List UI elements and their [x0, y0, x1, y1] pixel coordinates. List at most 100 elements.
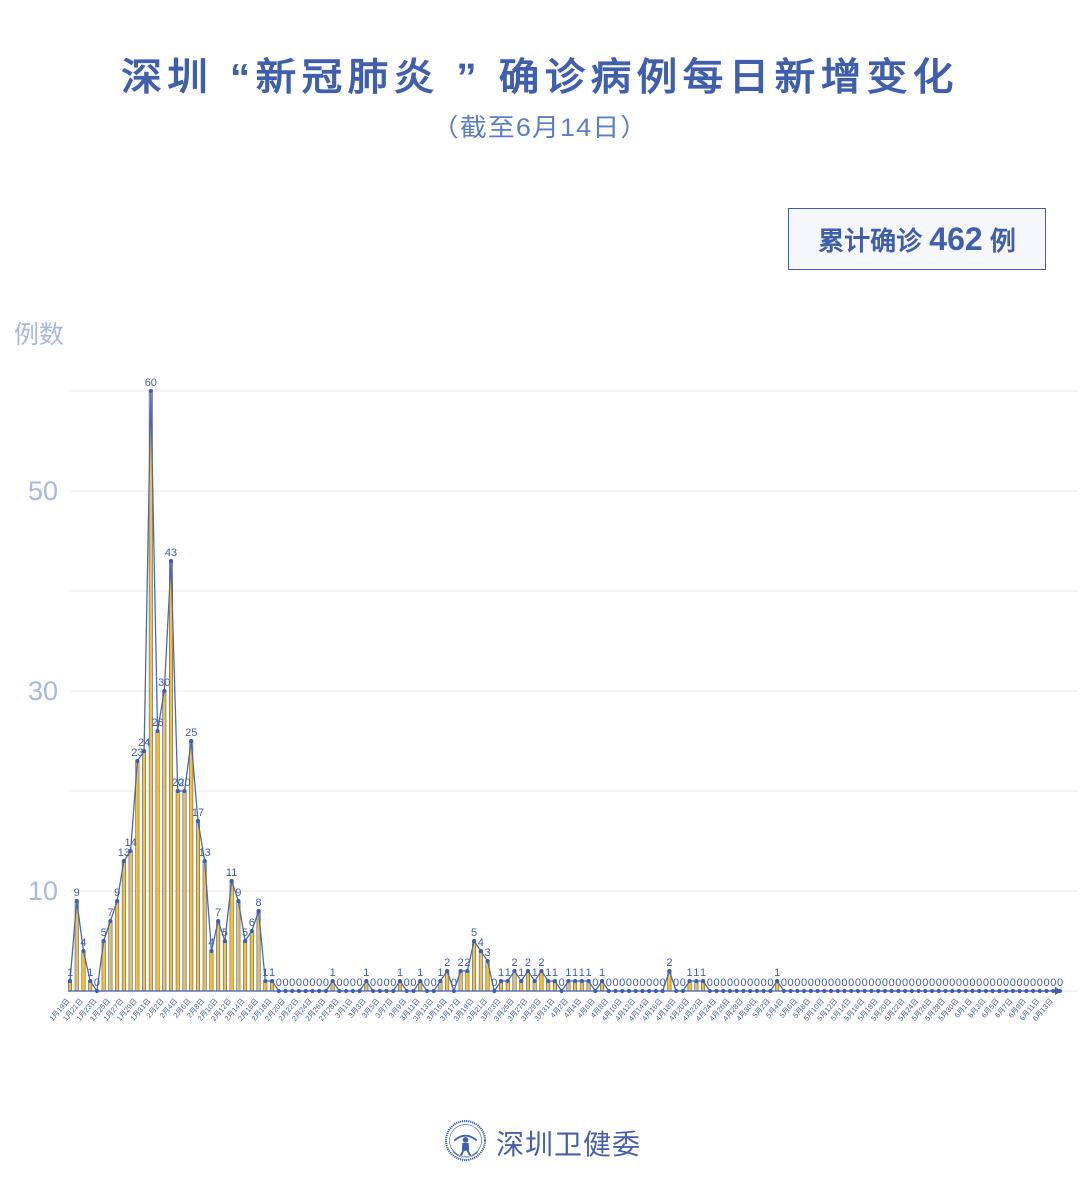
- svg-text:0: 0: [336, 977, 342, 989]
- svg-text:1: 1: [363, 967, 369, 979]
- svg-text:0: 0: [316, 977, 322, 989]
- svg-text:0: 0: [990, 977, 996, 989]
- svg-text:0: 0: [922, 977, 928, 989]
- svg-text:3: 3: [484, 947, 490, 959]
- svg-text:2: 2: [464, 957, 470, 969]
- svg-text:0: 0: [1050, 977, 1056, 989]
- svg-text:0: 0: [848, 977, 854, 989]
- svg-text:2: 2: [511, 957, 517, 969]
- svg-text:9: 9: [74, 887, 80, 899]
- svg-text:1: 1: [700, 967, 706, 979]
- svg-text:0: 0: [323, 977, 329, 989]
- svg-text:0: 0: [626, 977, 632, 989]
- svg-text:0: 0: [1057, 977, 1063, 989]
- svg-text:0: 0: [956, 977, 962, 989]
- svg-text:0: 0: [303, 977, 309, 989]
- svg-text:0: 0: [370, 977, 376, 989]
- svg-text:1: 1: [693, 967, 699, 979]
- svg-text:1: 1: [565, 967, 571, 979]
- svg-text:0: 0: [916, 977, 922, 989]
- svg-text:4: 4: [80, 937, 86, 949]
- svg-text:0: 0: [282, 977, 288, 989]
- svg-text:0: 0: [343, 977, 349, 989]
- svg-text:0: 0: [882, 977, 888, 989]
- svg-text:0: 0: [1023, 977, 1029, 989]
- svg-text:0: 0: [276, 977, 282, 989]
- svg-text:17: 17: [192, 807, 204, 819]
- svg-text:1: 1: [397, 967, 403, 979]
- svg-text:0: 0: [909, 977, 915, 989]
- svg-text:0: 0: [902, 977, 908, 989]
- svg-text:43: 43: [165, 547, 177, 559]
- svg-text:0: 0: [660, 977, 666, 989]
- svg-text:0: 0: [801, 977, 807, 989]
- svg-text:0: 0: [680, 977, 686, 989]
- svg-text:5: 5: [242, 927, 248, 939]
- svg-text:0: 0: [1030, 977, 1036, 989]
- svg-text:14: 14: [124, 837, 136, 849]
- svg-text:0: 0: [606, 977, 612, 989]
- svg-text:0: 0: [619, 977, 625, 989]
- svg-text:0: 0: [296, 977, 302, 989]
- svg-text:0: 0: [835, 977, 841, 989]
- svg-text:0: 0: [491, 977, 497, 989]
- svg-text:0: 0: [1037, 977, 1043, 989]
- svg-text:0: 0: [754, 977, 760, 989]
- svg-text:1: 1: [417, 967, 423, 979]
- svg-text:8: 8: [256, 897, 262, 909]
- svg-text:2: 2: [538, 957, 544, 969]
- svg-text:0: 0: [1003, 977, 1009, 989]
- svg-text:5: 5: [101, 927, 107, 939]
- svg-text:2: 2: [444, 957, 450, 969]
- svg-text:0: 0: [707, 977, 713, 989]
- svg-text:0: 0: [612, 977, 618, 989]
- svg-text:0: 0: [862, 977, 868, 989]
- svg-text:26: 26: [151, 717, 163, 729]
- svg-text:1: 1: [505, 967, 511, 979]
- svg-text:0: 0: [357, 977, 363, 989]
- svg-text:0: 0: [821, 977, 827, 989]
- svg-text:20: 20: [178, 777, 190, 789]
- svg-text:2: 2: [666, 957, 672, 969]
- svg-text:0: 0: [814, 977, 820, 989]
- svg-text:0: 0: [1010, 977, 1016, 989]
- svg-text:0: 0: [841, 977, 847, 989]
- svg-text:1: 1: [599, 967, 605, 979]
- svg-text:0: 0: [383, 977, 389, 989]
- svg-text:0: 0: [963, 977, 969, 989]
- svg-text:1: 1: [262, 967, 268, 979]
- svg-text:7: 7: [107, 907, 113, 919]
- svg-text:6: 6: [249, 917, 255, 929]
- svg-text:0: 0: [727, 977, 733, 989]
- svg-text:9: 9: [235, 887, 241, 899]
- svg-text:4: 4: [478, 937, 484, 949]
- svg-text:1: 1: [330, 967, 336, 979]
- svg-text:0: 0: [309, 977, 315, 989]
- svg-text:0: 0: [404, 977, 410, 989]
- svg-text:0: 0: [424, 977, 430, 989]
- svg-text:1: 1: [87, 967, 93, 979]
- svg-text:2: 2: [458, 957, 464, 969]
- svg-text:0: 0: [808, 977, 814, 989]
- svg-text:13: 13: [199, 847, 211, 859]
- svg-text:1: 1: [498, 967, 504, 979]
- svg-text:0: 0: [868, 977, 874, 989]
- svg-text:1: 1: [774, 967, 780, 979]
- svg-text:0: 0: [767, 977, 773, 989]
- svg-text:0: 0: [781, 977, 787, 989]
- svg-text:0: 0: [410, 977, 416, 989]
- svg-text:9: 9: [114, 887, 120, 899]
- svg-text:0: 0: [1017, 977, 1023, 989]
- svg-text:0: 0: [633, 977, 639, 989]
- svg-text:0: 0: [1043, 977, 1049, 989]
- svg-text:25: 25: [185, 727, 197, 739]
- svg-text:1: 1: [687, 967, 693, 979]
- svg-text:5: 5: [471, 927, 477, 939]
- svg-text:0: 0: [431, 977, 437, 989]
- svg-text:0: 0: [875, 977, 881, 989]
- svg-text:7: 7: [215, 907, 221, 919]
- svg-text:4: 4: [208, 937, 214, 949]
- svg-text:1: 1: [552, 967, 558, 979]
- svg-text:0: 0: [747, 977, 753, 989]
- svg-text:50: 50: [28, 476, 58, 506]
